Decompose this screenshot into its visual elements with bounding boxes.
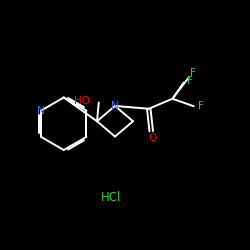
- Text: F: F: [187, 76, 193, 86]
- Text: HO: HO: [74, 96, 90, 106]
- Text: N: N: [37, 106, 45, 116]
- Text: O: O: [148, 133, 156, 143]
- Text: F: F: [190, 68, 196, 78]
- Text: HCl: HCl: [101, 191, 121, 204]
- Text: F: F: [198, 101, 204, 111]
- Text: N: N: [111, 101, 119, 111]
